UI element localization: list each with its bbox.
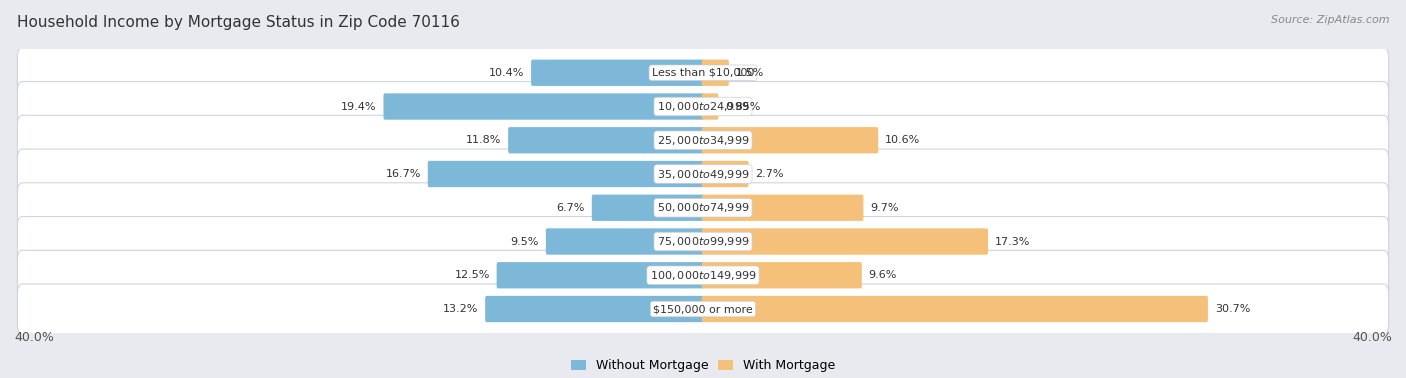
- FancyBboxPatch shape: [17, 217, 1389, 266]
- Text: Household Income by Mortgage Status in Zip Code 70116: Household Income by Mortgage Status in Z…: [17, 15, 460, 30]
- FancyBboxPatch shape: [531, 60, 704, 86]
- FancyBboxPatch shape: [17, 115, 1389, 165]
- FancyBboxPatch shape: [17, 149, 1389, 199]
- Text: 12.5%: 12.5%: [454, 270, 489, 280]
- Text: 9.5%: 9.5%: [510, 237, 538, 246]
- FancyBboxPatch shape: [17, 48, 1389, 98]
- Text: 10.4%: 10.4%: [489, 68, 524, 78]
- FancyBboxPatch shape: [702, 195, 863, 221]
- Text: 13.2%: 13.2%: [443, 304, 478, 314]
- Text: 40.0%: 40.0%: [1353, 331, 1392, 344]
- Text: 0.85%: 0.85%: [725, 102, 761, 112]
- FancyBboxPatch shape: [702, 127, 879, 153]
- Text: Source: ZipAtlas.com: Source: ZipAtlas.com: [1271, 15, 1389, 25]
- Text: 9.6%: 9.6%: [869, 270, 897, 280]
- Text: Less than $10,000: Less than $10,000: [652, 68, 754, 78]
- Text: 40.0%: 40.0%: [14, 331, 53, 344]
- Text: 11.8%: 11.8%: [465, 135, 502, 145]
- FancyBboxPatch shape: [546, 228, 704, 255]
- Text: 16.7%: 16.7%: [385, 169, 420, 179]
- FancyBboxPatch shape: [17, 250, 1389, 300]
- Text: $75,000 to $99,999: $75,000 to $99,999: [657, 235, 749, 248]
- FancyBboxPatch shape: [485, 296, 704, 322]
- Text: 19.4%: 19.4%: [342, 102, 377, 112]
- FancyBboxPatch shape: [17, 183, 1389, 233]
- Legend: Without Mortgage, With Mortgage: Without Mortgage, With Mortgage: [565, 355, 841, 377]
- FancyBboxPatch shape: [702, 93, 718, 120]
- Text: 30.7%: 30.7%: [1215, 304, 1250, 314]
- Text: 2.7%: 2.7%: [755, 169, 785, 179]
- Text: $10,000 to $24,999: $10,000 to $24,999: [657, 100, 749, 113]
- Text: 1.5%: 1.5%: [735, 68, 763, 78]
- Text: 10.6%: 10.6%: [886, 135, 921, 145]
- Text: $35,000 to $49,999: $35,000 to $49,999: [657, 167, 749, 181]
- FancyBboxPatch shape: [17, 284, 1389, 334]
- Text: 9.7%: 9.7%: [870, 203, 898, 213]
- Text: $25,000 to $34,999: $25,000 to $34,999: [657, 134, 749, 147]
- Text: 6.7%: 6.7%: [557, 203, 585, 213]
- FancyBboxPatch shape: [592, 195, 704, 221]
- FancyBboxPatch shape: [496, 262, 704, 288]
- FancyBboxPatch shape: [427, 161, 704, 187]
- Text: 17.3%: 17.3%: [995, 237, 1031, 246]
- FancyBboxPatch shape: [17, 82, 1389, 132]
- Text: $150,000 or more: $150,000 or more: [654, 304, 752, 314]
- FancyBboxPatch shape: [508, 127, 704, 153]
- Text: $100,000 to $149,999: $100,000 to $149,999: [650, 269, 756, 282]
- FancyBboxPatch shape: [384, 93, 704, 120]
- FancyBboxPatch shape: [702, 161, 748, 187]
- FancyBboxPatch shape: [702, 228, 988, 255]
- Text: $50,000 to $74,999: $50,000 to $74,999: [657, 201, 749, 214]
- FancyBboxPatch shape: [702, 262, 862, 288]
- FancyBboxPatch shape: [702, 296, 1208, 322]
- FancyBboxPatch shape: [702, 60, 728, 86]
